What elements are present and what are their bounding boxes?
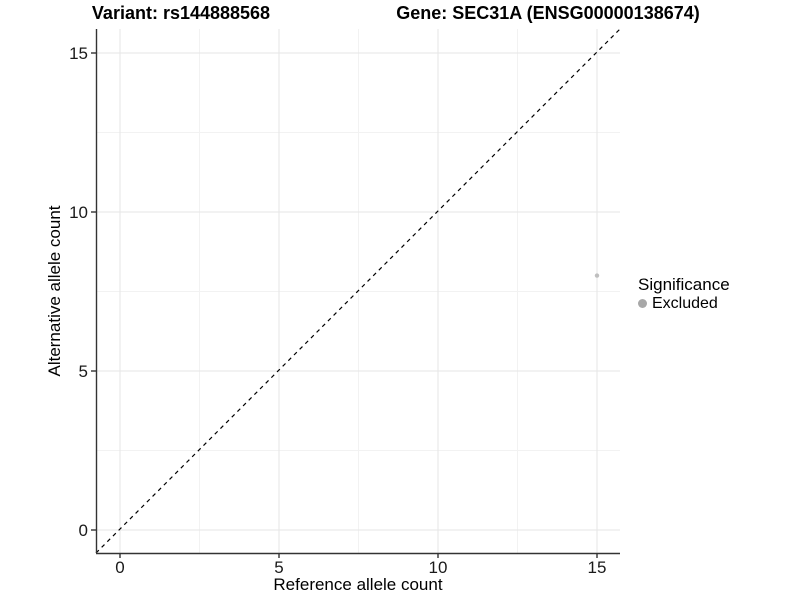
- legend-item-label: Excluded: [652, 295, 718, 312]
- legend: Significance Excluded: [638, 275, 730, 313]
- legend-title: Significance: [638, 275, 730, 294]
- y-tick-label: 15: [69, 44, 88, 63]
- y-tick-label: 0: [79, 521, 88, 540]
- x-axis-title: Reference allele count: [273, 575, 443, 594]
- x-tick-label: 15: [588, 558, 607, 577]
- legend-item-excluded: Excluded: [638, 294, 730, 313]
- x-tick-label: 10: [429, 558, 448, 577]
- variant-title: Variant: rs144888568: [91, 3, 271, 23]
- x-tick-label: 5: [274, 558, 283, 577]
- identity-dashed-line: [95, 28, 621, 554]
- y-axis-title: Alternative allele count: [45, 205, 64, 377]
- data-point: [594, 273, 600, 278]
- y-tick-label: 5: [79, 362, 88, 381]
- excluded-dot-icon: [638, 299, 647, 308]
- gene-title: Gene: SEC31A (ENSG00000138674): [396, 3, 700, 23]
- x-tick-label: 0: [115, 558, 124, 577]
- y-tick-label: 10: [69, 203, 88, 222]
